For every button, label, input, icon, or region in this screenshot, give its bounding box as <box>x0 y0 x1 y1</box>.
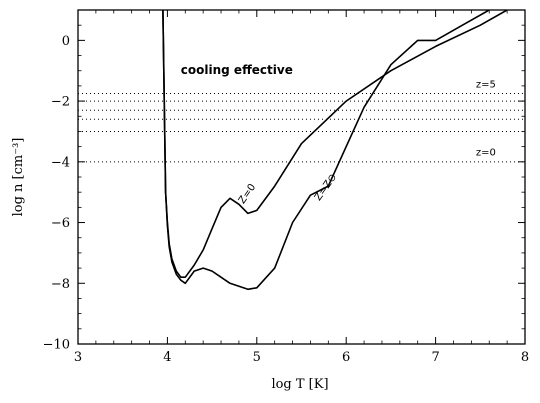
annotation-3: Z=0 <box>237 182 258 206</box>
mass-line-16 <box>33 0 540 10</box>
annotation-0: cooling effective <box>181 63 293 77</box>
x-tick-label: 7 <box>431 350 439 365</box>
series-line-1 <box>162 10 490 291</box>
y-tick-label: −4 <box>51 155 70 170</box>
x-tick-label: 4 <box>163 350 171 365</box>
y-tick-label: −8 <box>51 277 70 292</box>
dotted-lines-group <box>78 93 525 163</box>
x-tick-label: 3 <box>74 350 82 365</box>
y-tick-label: −6 <box>51 216 70 231</box>
annotation-4: Z=Z⊙ <box>313 172 339 203</box>
mass-lines-group <box>33 0 540 10</box>
series-line-0 <box>162 10 508 278</box>
y-tick-label: −10 <box>43 338 70 353</box>
y-tick-label: −2 <box>51 95 70 110</box>
ticks-group <box>77 9 526 345</box>
x-axis-label: log T [K] <box>271 377 328 392</box>
annotation-2: z=0 <box>476 148 496 159</box>
x-tick-label: 6 <box>342 350 350 365</box>
y-tick-label: 0 <box>62 34 70 49</box>
annotation-1: z=5 <box>476 79 496 90</box>
x-tick-label: 8 <box>521 350 529 365</box>
labels-group: 3456780−2−4−6−8−1010⁷10⁸10⁹10¹⁰10¹¹10¹²1… <box>43 34 530 365</box>
y-axis-label: log n [cm⁻³] <box>11 138 26 217</box>
series-group <box>162 10 508 291</box>
x-tick-label: 5 <box>253 350 261 365</box>
plot-frame <box>77 9 526 345</box>
